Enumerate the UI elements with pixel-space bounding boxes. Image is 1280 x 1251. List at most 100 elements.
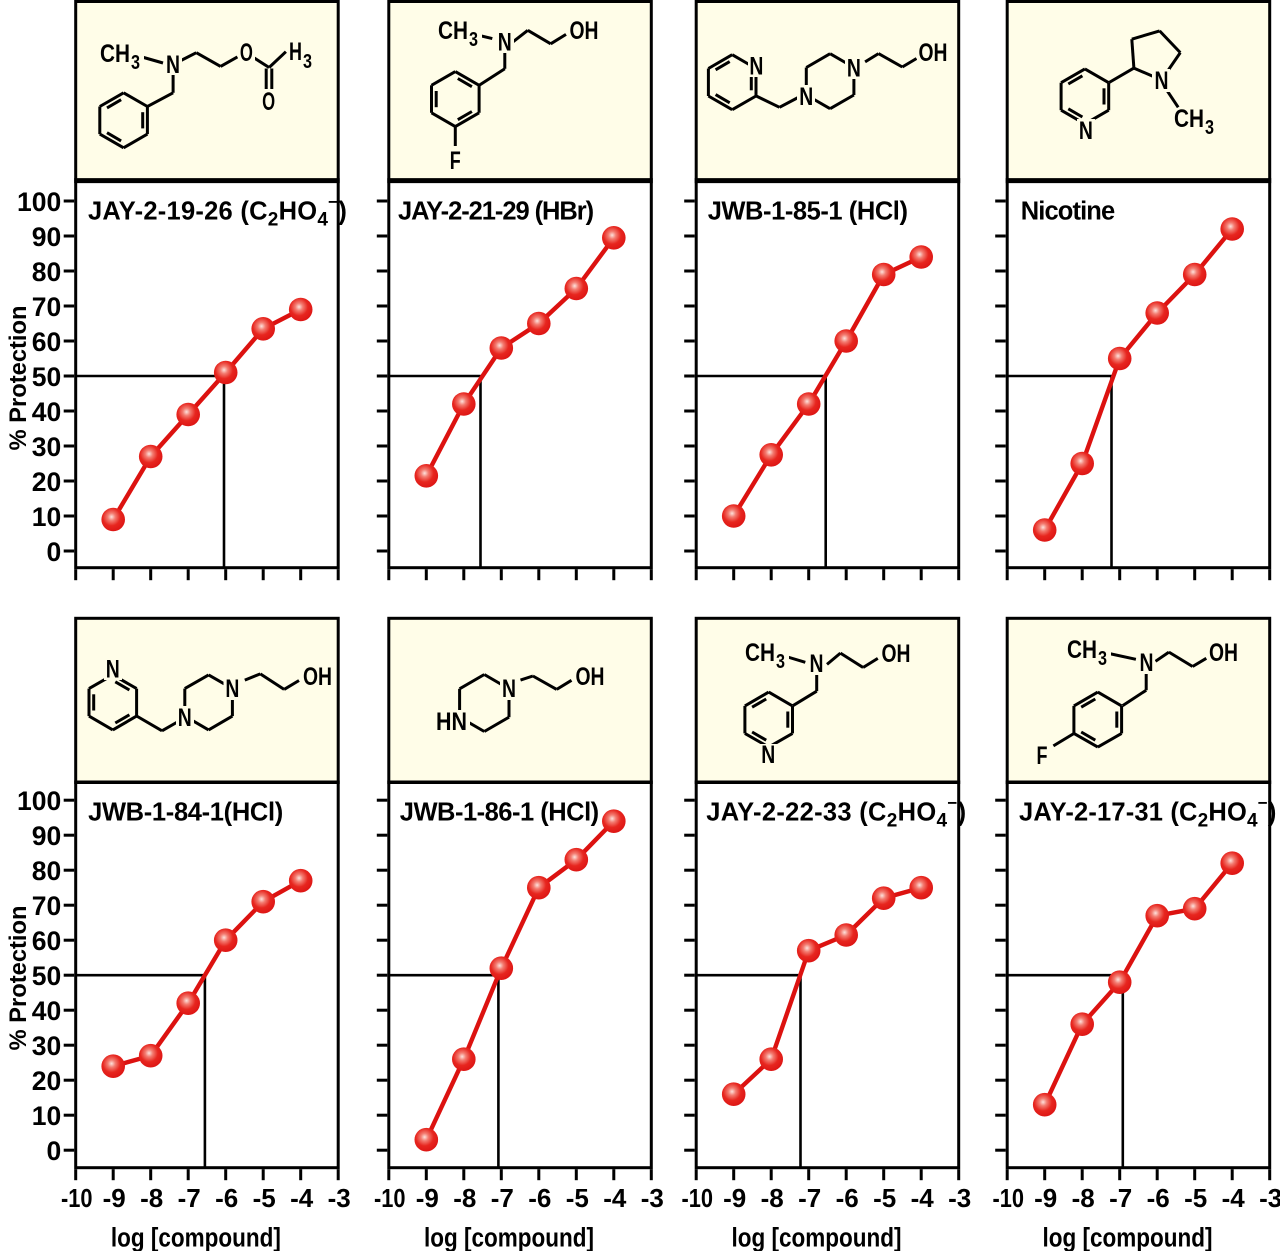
svg-text:-9: -9	[416, 1183, 439, 1213]
svg-text:OH: OH	[1209, 639, 1238, 667]
svg-text:90: 90	[32, 821, 61, 851]
svg-text:-6: -6	[215, 1183, 238, 1213]
svg-text:-10: -10	[61, 1183, 93, 1213]
svg-text:-8: -8	[453, 1183, 476, 1213]
svg-text:HN: HN	[436, 708, 467, 736]
svg-text:JAY-2-19-26 (C2HO4−): JAY-2-19-26 (C2HO4−)	[88, 193, 347, 231]
svg-text:CH: CH	[100, 40, 130, 68]
svg-text:80: 80	[32, 856, 61, 886]
svg-text:0: 0	[46, 537, 61, 567]
svg-text:-4: -4	[290, 1183, 314, 1213]
svg-text:-5: -5	[253, 1183, 276, 1213]
svg-text:-4: -4	[1222, 1183, 1246, 1213]
svg-text:O: O	[262, 88, 275, 116]
svg-text:70: 70	[32, 891, 61, 921]
svg-text:-7: -7	[491, 1183, 514, 1213]
svg-text:-8: -8	[761, 1183, 784, 1213]
svg-text:F: F	[450, 147, 461, 175]
svg-text:N: N	[810, 650, 824, 678]
svg-text:40: 40	[32, 996, 61, 1026]
svg-text:F: F	[1037, 742, 1048, 770]
svg-text:-3: -3	[1259, 1183, 1280, 1213]
svg-text:60: 60	[32, 327, 61, 357]
svg-text:-9: -9	[1034, 1183, 1057, 1213]
svg-text:Nicotine: Nicotine	[1021, 198, 1115, 226]
svg-text:N: N	[502, 675, 516, 703]
svg-text:3: 3	[1098, 648, 1107, 670]
svg-text:-9: -9	[103, 1183, 126, 1213]
svg-text:OH: OH	[882, 640, 911, 668]
svg-text:-3: -3	[328, 1183, 351, 1213]
svg-text:-5: -5	[566, 1183, 589, 1213]
svg-text:30: 30	[32, 432, 61, 462]
svg-text:N: N	[1079, 117, 1093, 145]
svg-text:N: N	[106, 656, 120, 684]
svg-text:-9: -9	[723, 1183, 746, 1213]
svg-text:3: 3	[469, 29, 478, 51]
svg-text:20: 20	[32, 467, 61, 497]
svg-text:30: 30	[32, 1031, 61, 1061]
svg-text:JAY-2-17-31 (C2HO4−): JAY-2-17-31 (C2HO4−)	[1019, 794, 1277, 832]
svg-text:-6: -6	[1147, 1183, 1170, 1213]
svg-text:0: 0	[46, 1136, 61, 1166]
svg-text:log [compound]: log [compound]	[111, 1223, 281, 1251]
svg-text:-3: -3	[641, 1183, 664, 1213]
svg-text:3: 3	[303, 51, 312, 73]
svg-text:N: N	[1155, 67, 1169, 95]
svg-text:JAY-2-22-33 (C2HO4−): JAY-2-22-33 (C2HO4−)	[706, 794, 966, 832]
svg-text:-8: -8	[1072, 1183, 1095, 1213]
svg-text:JWB-1-86-1 (HCl): JWB-1-86-1 (HCl)	[400, 799, 599, 827]
svg-text:CH: CH	[1067, 636, 1097, 664]
svg-text:N: N	[1140, 649, 1154, 677]
svg-text:JAY-2-21-29 (HBr): JAY-2-21-29 (HBr)	[398, 198, 594, 226]
svg-text:40: 40	[32, 397, 61, 427]
svg-text:10: 10	[32, 1101, 61, 1131]
svg-text:N: N	[166, 51, 180, 79]
svg-text:N: N	[761, 741, 775, 769]
svg-text:3: 3	[131, 52, 140, 74]
svg-text:-5: -5	[873, 1183, 896, 1213]
svg-text:-5: -5	[1184, 1183, 1207, 1213]
svg-text:3: 3	[1205, 117, 1214, 139]
svg-text:100: 100	[17, 187, 61, 217]
svg-text:-6: -6	[528, 1183, 551, 1213]
svg-text:O: O	[240, 39, 253, 67]
svg-text:-3: -3	[948, 1183, 971, 1213]
svg-text:-7: -7	[178, 1183, 201, 1213]
svg-text:10: 10	[32, 502, 61, 532]
svg-text:100: 100	[17, 786, 61, 816]
svg-text:CH: CH	[745, 639, 775, 667]
svg-text:OH: OH	[919, 39, 948, 67]
svg-text:-4: -4	[911, 1183, 935, 1213]
svg-text:N: N	[225, 675, 239, 703]
svg-text:90: 90	[32, 222, 61, 252]
svg-text:JWB-1-85-1 (HCl): JWB-1-85-1 (HCl)	[708, 198, 908, 226]
svg-text:-6: -6	[836, 1183, 859, 1213]
svg-text:log [compound]: log [compound]	[732, 1223, 902, 1251]
svg-text:-7: -7	[798, 1183, 821, 1213]
svg-text:80: 80	[32, 257, 61, 287]
svg-text:H: H	[289, 38, 302, 66]
svg-text:-8: -8	[140, 1183, 163, 1213]
svg-text:N: N	[498, 29, 512, 57]
svg-text:20: 20	[32, 1066, 61, 1096]
svg-text:-10: -10	[374, 1183, 406, 1213]
svg-text:-10: -10	[992, 1183, 1024, 1213]
svg-text:log [compound]: log [compound]	[1043, 1223, 1213, 1251]
svg-text:-4: -4	[603, 1183, 627, 1213]
svg-text:-10: -10	[681, 1183, 713, 1213]
svg-text:N: N	[847, 55, 861, 83]
svg-text:60: 60	[32, 926, 61, 956]
svg-text:50: 50	[32, 362, 61, 392]
svg-text:log [compound]: log [compound]	[424, 1223, 594, 1251]
svg-text:OH: OH	[576, 663, 605, 691]
svg-text:N: N	[749, 53, 763, 81]
svg-text:OH: OH	[303, 663, 332, 691]
svg-text:3: 3	[776, 651, 785, 673]
svg-text:% Protection: % Protection	[5, 906, 32, 1051]
svg-text:N: N	[799, 83, 813, 111]
svg-text:% Protection: % Protection	[5, 306, 32, 451]
svg-text:-7: -7	[1109, 1183, 1132, 1213]
svg-text:70: 70	[32, 292, 61, 322]
svg-text:CH: CH	[1174, 105, 1204, 133]
